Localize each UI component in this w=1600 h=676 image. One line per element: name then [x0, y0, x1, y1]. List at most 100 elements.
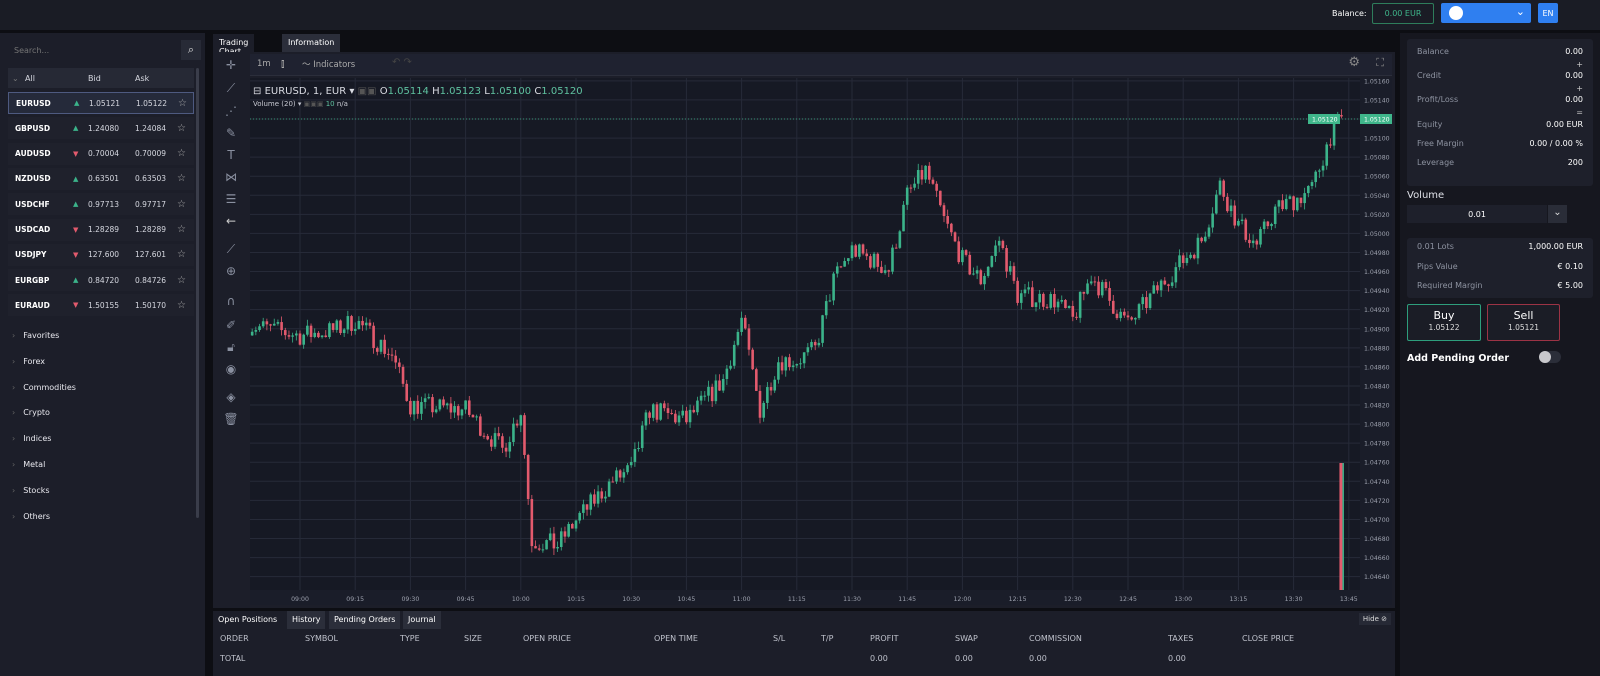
instrument-row-nzdusd[interactable]: NZDUSD ▲ 0.63501 0.63503 ☆: [8, 167, 194, 190]
candle-body: [953, 232, 957, 242]
instrument-row-usdcad[interactable]: USDCAD ▼ 1.28289 1.28289 ☆: [8, 218, 194, 241]
category-stocks[interactable]: › Stocks: [12, 486, 50, 495]
candle-body: [269, 324, 272, 326]
instrument-row-usdjpy[interactable]: USDJPY ▼ 127.600 127.601 ☆: [8, 243, 194, 266]
search-input[interactable]: [8, 40, 178, 60]
volume-label[interactable]: Volume (20): [253, 100, 296, 108]
buy-button[interactable]: Buy 1.05122: [1407, 304, 1481, 341]
magnet-icon[interactable]: ∩: [226, 294, 236, 308]
arrow-left-icon[interactable]: ←: [225, 214, 237, 228]
pattern-icon[interactable]: ⋈: [225, 170, 237, 184]
y-tick-label: 1.04740: [1364, 479, 1390, 486]
lock-drawing-icon[interactable]: ✐: [225, 318, 237, 332]
collapse-icon[interactable]: ⊟: [253, 86, 262, 97]
user-menu-button[interactable]: ⌄: [1441, 3, 1531, 23]
volume-input[interactable]: 0.01: [1407, 205, 1547, 223]
candle-body: [725, 368, 729, 379]
interval-button[interactable]: 1m: [257, 59, 271, 69]
star-icon[interactable]: ☆: [177, 173, 186, 185]
tab-journal[interactable]: Journal: [403, 611, 441, 629]
category-forex[interactable]: › Forex: [12, 357, 45, 366]
category-others[interactable]: › Others: [12, 512, 50, 521]
instrument-row-audusd[interactable]: AUDUSD ▼ 0.70004 0.70009 ☆: [8, 142, 194, 165]
legend-symbol[interactable]: EURUSD, 1, EUR: [264, 86, 347, 97]
star-icon[interactable]: ☆: [177, 148, 186, 160]
x-tick-label: 11:15: [788, 596, 806, 603]
brush-icon[interactable]: ✎: [225, 126, 237, 140]
star-icon[interactable]: ☆: [177, 198, 186, 210]
y-tick-label: 1.05080: [1364, 155, 1390, 162]
pending-order-toggle[interactable]: [1539, 351, 1561, 363]
sidebar-scrollbar[interactable]: [196, 68, 199, 518]
fib-icon[interactable]: ☰: [225, 192, 237, 206]
pitchfork-icon[interactable]: ⋰: [225, 104, 237, 118]
category-indices[interactable]: › Indices: [12, 434, 51, 443]
instrument-row-usdchf[interactable]: USDCHF ▲ 0.97713 0.97717 ☆: [8, 193, 194, 216]
hide-button[interactable]: Hide ⊘: [1358, 613, 1391, 625]
candlestick-chart[interactable]: 1.04640 1.04660 1.04680 1.04700 1.04720 1.047…: [247, 78, 1392, 605]
instrument-row-eurgbp[interactable]: EURGBP ▲ 0.84720 0.84726 ☆: [8, 269, 194, 292]
star-icon[interactable]: ☆: [178, 97, 187, 109]
candle-type-icon[interactable]: ⫾: [281, 57, 285, 70]
tab-history[interactable]: History: [287, 611, 326, 629]
search-icon[interactable]: ⌕: [181, 40, 201, 60]
candle-body: [287, 335, 291, 337]
fullscreen-icon[interactable]: ⛶: [1376, 56, 1384, 69]
category-favorites[interactable]: › Favorites: [12, 331, 59, 340]
text-icon[interactable]: T: [227, 148, 235, 162]
candle-body: [1163, 280, 1167, 285]
candle-body: [964, 250, 968, 255]
column-header: OPEN PRICE: [523, 634, 572, 643]
instrument-row-eurusd[interactable]: EURUSD ▲ 1.05121 1.05122 ☆: [8, 92, 194, 114]
zoom-in-icon[interactable]: ⊕: [225, 264, 237, 278]
candle-body: [596, 491, 600, 504]
sell-button[interactable]: Sell 1.05121: [1487, 304, 1560, 341]
undo-icon[interactable]: ↶ ↷: [392, 57, 412, 68]
star-icon[interactable]: ☆: [177, 274, 186, 286]
instrument-row-euraud[interactable]: EURAUD ▼ 1.50155 1.50170 ☆: [8, 294, 194, 317]
candle-body: [1307, 185, 1310, 194]
category-crypto[interactable]: › Crypto: [12, 408, 50, 417]
balance-value[interactable]: 0.00 EUR: [1372, 3, 1434, 24]
chevron-down-icon[interactable]: ⌄: [12, 73, 19, 83]
trash-icon[interactable]: 🗑︎: [223, 412, 239, 426]
candle-body: [1229, 205, 1233, 212]
star-icon[interactable]: ☆: [177, 224, 186, 235]
eye-icon[interactable]: ◉: [225, 362, 237, 376]
candle-body: [961, 250, 964, 263]
star-icon[interactable]: ☆: [177, 249, 186, 261]
tab-trading-chart[interactable]: Trading Chart: [213, 34, 255, 56]
volume-dropdown-chevron-icon[interactable]: ⌄: [1548, 205, 1567, 223]
trend-line-icon[interactable]: ⟋: [226, 81, 236, 95]
candle-body: [924, 165, 927, 180]
star-icon[interactable]: ☆: [177, 122, 186, 134]
category-commodities[interactable]: › Commodities: [12, 383, 76, 392]
settings-icon[interactable]: ⚙: [1348, 55, 1360, 70]
candle-body: [810, 341, 813, 348]
x-tick-label: 11:00: [733, 596, 751, 603]
candle-body: [939, 190, 942, 206]
x-tick-label: 13:15: [1229, 596, 1247, 603]
ruler-icon[interactable]: ⟋: [226, 242, 236, 256]
candle-body: [306, 325, 309, 335]
candle-body: [258, 326, 261, 331]
info-label: 0.01 Lots: [1417, 242, 1454, 251]
price-chart[interactable]: 1.04640 1.04660 1.04680 1.04700 1.04720 1.047…: [247, 78, 1392, 605]
indicators-button[interactable]: 〜 Indicators: [302, 58, 355, 70]
drawing-toolbar: ✛ ⟋ ⋰ ✎ T ⋈ ☰ ← ⟋ ⊕ ∩ ✐ 🔓︎ ◉ ◈ 🗑︎: [218, 56, 245, 451]
instrument-row-gbpusd[interactable]: GBPUSD ▲ 1.24080 1.24084 ☆: [8, 117, 194, 140]
language-button[interactable]: EN: [1538, 3, 1558, 23]
x-tick-label: 13:30: [1285, 596, 1303, 603]
crosshair-icon[interactable]: ✛: [225, 58, 237, 72]
candle-body: [398, 362, 401, 367]
lock-icon[interactable]: 🔓︎: [227, 340, 235, 354]
tab-pending-orders[interactable]: Pending Orders: [329, 611, 401, 629]
category-metal[interactable]: › Metal: [12, 460, 45, 469]
ask-price: 1.28289: [135, 225, 167, 234]
tab-information[interactable]: Information: [282, 34, 341, 52]
filter-all[interactable]: All: [25, 73, 35, 83]
candle-body: [1049, 294, 1053, 308]
star-icon[interactable]: ☆: [177, 299, 186, 311]
layers-icon[interactable]: ◈: [226, 390, 236, 404]
tab-open-positions[interactable]: Open Positions: [213, 611, 283, 629]
